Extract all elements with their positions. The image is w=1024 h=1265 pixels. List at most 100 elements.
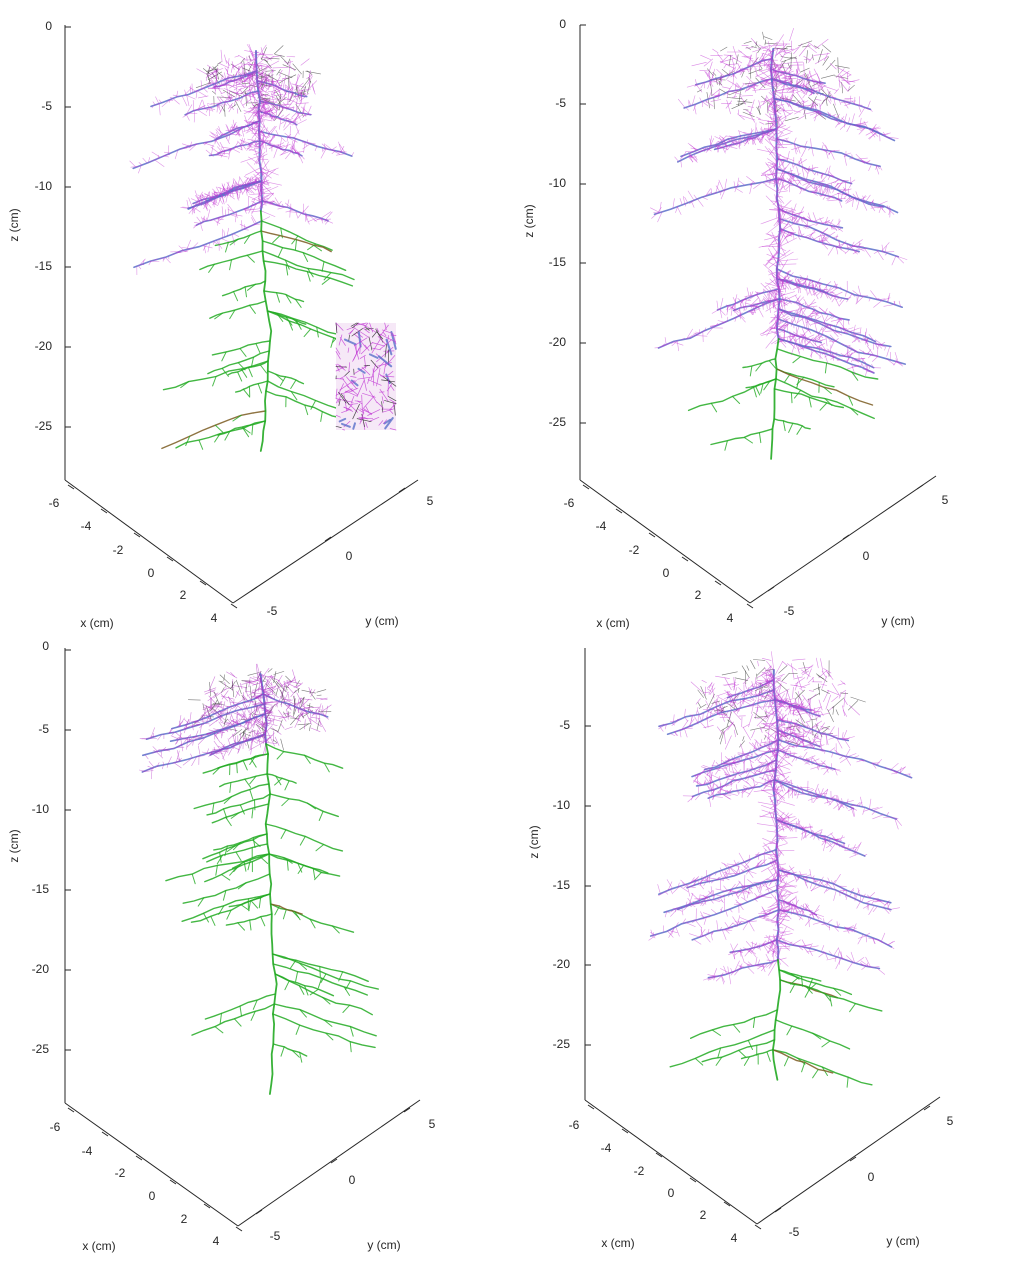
crown-root-hair — [218, 680, 224, 683]
root-hair — [797, 278, 801, 286]
root-hair — [870, 290, 878, 300]
sub-branch — [349, 1026, 354, 1037]
crown-root-hair — [720, 54, 730, 64]
root-hair — [684, 203, 687, 207]
z-tick-label: -10 — [32, 802, 50, 816]
root-hair — [809, 312, 822, 315]
root-hair — [308, 710, 312, 713]
root-hair — [252, 84, 261, 100]
root-hair — [689, 152, 693, 159]
root-hair — [304, 211, 308, 215]
root-hair — [225, 124, 230, 133]
root-hair — [793, 143, 797, 155]
root-hair — [234, 128, 240, 132]
root-hair — [283, 89, 287, 95]
root-hair — [325, 705, 329, 717]
root-hair — [766, 253, 779, 260]
root-hair — [832, 225, 838, 231]
root-hair — [182, 735, 190, 745]
root-hair — [295, 94, 300, 106]
root-hair — [259, 138, 264, 144]
root-hair — [323, 715, 329, 720]
root-hair — [767, 291, 770, 296]
root-hair — [864, 161, 870, 163]
sub-branch — [244, 286, 247, 298]
root-hair — [807, 74, 812, 81]
crown-root-hair — [255, 64, 266, 67]
root-hair — [784, 94, 788, 102]
root-hair — [809, 90, 814, 93]
crown-root-hair — [696, 89, 702, 93]
root-hair — [148, 260, 152, 266]
crown-root-hair — [213, 699, 218, 707]
root-hair — [256, 79, 272, 85]
sub-branch — [221, 351, 227, 362]
root-hair — [251, 214, 257, 224]
sub-branch — [306, 802, 316, 810]
root-hair — [281, 699, 293, 703]
root-hair — [228, 707, 232, 714]
root-hair — [787, 221, 794, 232]
root-hair — [244, 115, 249, 127]
root-hair — [238, 128, 241, 132]
root-hair — [292, 148, 299, 154]
sub-branch — [314, 871, 322, 881]
root-hair — [675, 206, 678, 213]
root-hair — [808, 287, 811, 295]
sub-branch — [321, 277, 331, 285]
root-hair — [793, 338, 798, 345]
root-hair — [793, 301, 800, 307]
sub-branch — [309, 988, 319, 996]
root-hair — [261, 81, 264, 85]
root-hair — [219, 712, 224, 718]
root-hair — [178, 245, 184, 251]
root-hair — [770, 163, 778, 167]
inset-root-segment — [390, 334, 397, 336]
sub-branch — [295, 1024, 301, 1035]
crown-root-hair — [821, 726, 831, 729]
root-hair — [766, 65, 772, 74]
sub-branch — [299, 1051, 303, 1063]
root-hair — [302, 109, 305, 114]
root-hair — [751, 138, 757, 146]
root-hair — [719, 867, 727, 879]
root-hair — [734, 83, 737, 91]
crown-root-hair — [776, 49, 784, 56]
root-hair — [856, 243, 862, 247]
root-hair — [797, 344, 800, 355]
root-hair — [819, 217, 824, 225]
z-tick-label: -15 — [35, 259, 53, 273]
root-hair — [765, 195, 780, 210]
crown-root-hair — [284, 682, 294, 694]
root-hair — [791, 162, 794, 169]
root-hair — [712, 79, 722, 86]
root-hair — [806, 219, 808, 227]
root-hair — [726, 305, 730, 311]
sub-branch — [243, 860, 247, 872]
root-hair — [771, 106, 777, 121]
root-hair — [833, 331, 841, 334]
root-hair — [279, 143, 291, 149]
root-hair — [751, 64, 772, 68]
root-hair — [734, 881, 741, 889]
root-hair — [764, 138, 777, 150]
root-hair — [252, 67, 258, 73]
root-hair — [215, 239, 223, 249]
root-hair — [664, 337, 667, 345]
sub-branch — [282, 908, 287, 920]
crown-root-hair — [838, 79, 848, 92]
root-hair — [749, 183, 753, 187]
crown-root-hair — [821, 689, 830, 694]
root-hair — [802, 189, 807, 192]
root-hair — [300, 106, 311, 115]
sub-branch — [248, 900, 251, 912]
root-hair — [760, 330, 778, 336]
root-hair — [749, 297, 759, 307]
root-hair — [271, 93, 275, 105]
root-hair — [819, 307, 828, 315]
crown-root-hair — [828, 706, 834, 712]
root-hair — [747, 870, 754, 878]
root-hair — [874, 343, 879, 350]
root-hair — [217, 146, 223, 153]
root-hair — [779, 278, 788, 281]
